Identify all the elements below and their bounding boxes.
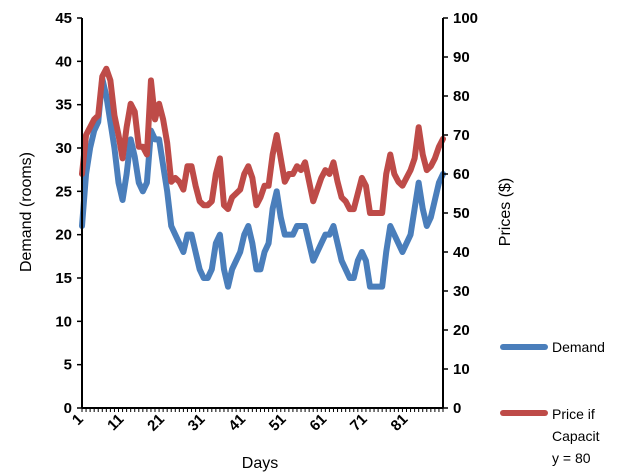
legend-label-price: Price if Capacit y = 80 bbox=[552, 406, 600, 466]
y-tick-label: 20 bbox=[55, 227, 72, 244]
y2-tick-label: 80 bbox=[453, 88, 470, 105]
series-line-price bbox=[79, 65, 446, 216]
y-tick-label: 15 bbox=[55, 270, 72, 287]
axes bbox=[77, 17, 448, 412]
y2-tick-label: 70 bbox=[453, 127, 470, 144]
y2-tick-label: 50 bbox=[453, 205, 470, 222]
x-axis-title: Days bbox=[242, 455, 278, 472]
y2-tick-label: 10 bbox=[453, 361, 470, 378]
series-line-demand bbox=[79, 75, 446, 290]
y-tick-label: 30 bbox=[55, 140, 72, 157]
y-tick-label: 5 bbox=[64, 357, 72, 374]
x-tick-label: 81 bbox=[388, 411, 412, 435]
x-tick-label: 51 bbox=[266, 411, 290, 435]
y-tick-label: 0 bbox=[64, 400, 72, 417]
y-tick-label: 10 bbox=[55, 313, 72, 330]
x-tick-label: 41 bbox=[225, 411, 249, 435]
x-tick-label: 61 bbox=[306, 411, 330, 435]
x-tick-label: 21 bbox=[144, 411, 168, 435]
y2-tick-label: 60 bbox=[453, 166, 470, 183]
plot-lines bbox=[79, 65, 446, 290]
y2-tick-label: 20 bbox=[453, 322, 470, 339]
y2-tick-label: 30 bbox=[453, 283, 470, 300]
y-tick-label: 25 bbox=[55, 183, 72, 200]
y2-tick-label: 100 bbox=[453, 10, 478, 27]
legend-label-demand: Demand bbox=[552, 339, 605, 355]
y-tick-label: 40 bbox=[55, 53, 72, 70]
x-tick-label: 71 bbox=[347, 411, 371, 435]
legend: Demand Price if Capacit y = 80 bbox=[500, 339, 605, 466]
y-tick-label: 35 bbox=[55, 97, 72, 114]
y-tick-label: 45 bbox=[55, 10, 72, 27]
y2-axis-title: Prices ($) bbox=[497, 178, 514, 246]
y2-tick-label: 0 bbox=[453, 400, 461, 417]
y2-tick-label: 90 bbox=[453, 49, 470, 66]
y-axis-title: Demand (rooms) bbox=[18, 152, 35, 272]
x-tick-label: 31 bbox=[185, 411, 209, 435]
y2-tick-label: 40 bbox=[453, 244, 470, 261]
x-tick-label: 1 bbox=[69, 411, 87, 429]
x-tick-label: 11 bbox=[104, 411, 127, 434]
